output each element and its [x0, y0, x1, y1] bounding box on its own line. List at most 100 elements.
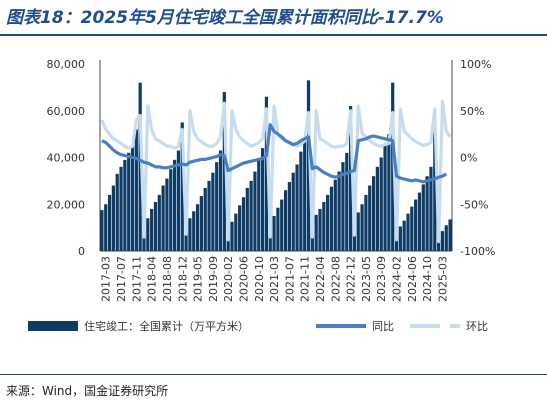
- x-tick-label: 2021-03: [268, 256, 281, 302]
- bar: [391, 82, 395, 251]
- bar: [360, 204, 364, 251]
- bar: [375, 166, 379, 251]
- bar: [283, 190, 288, 251]
- bar: [161, 185, 165, 251]
- bar: [173, 159, 177, 251]
- x-tick-label: 2020-06: [237, 256, 250, 302]
- x-tick-label: 2018-08: [161, 256, 174, 302]
- x-tick-label: 2024-06: [406, 256, 419, 302]
- y-right-tick-label: 50%: [460, 105, 484, 118]
- bar: [368, 185, 372, 251]
- bar: [100, 210, 104, 251]
- bar: [371, 176, 376, 251]
- y-left-tick-label: 0: [78, 245, 85, 258]
- bar: [123, 159, 127, 251]
- x-tick-label: 2024-02: [391, 256, 404, 302]
- bar: [169, 169, 173, 251]
- x-tick-label: 2017-03: [100, 256, 113, 302]
- bar: [238, 205, 242, 251]
- bar: [314, 214, 318, 251]
- x-tick-label: 2022-08: [329, 256, 342, 302]
- bar: [421, 184, 425, 251]
- x-tick-label: 2017-07: [115, 256, 128, 302]
- bar: [146, 218, 150, 251]
- y-left-tick-label: 80,000: [47, 58, 86, 71]
- bar: [268, 227, 272, 252]
- x-tick-label: 2022-04: [314, 256, 327, 302]
- y-left-tick-label: 40,000: [47, 152, 86, 165]
- bar: [272, 215, 276, 251]
- bar: [280, 199, 284, 251]
- chart-axes: 0 20,000 40,000 60,000 80,000 -100% -50% 0% 50% 1…: [47, 58, 496, 258]
- bar: [433, 124, 437, 251]
- bar: [111, 185, 115, 251]
- y-right-tick-label: -100%: [460, 245, 495, 258]
- bar: [230, 221, 234, 251]
- bar: [165, 178, 169, 251]
- bar: [222, 92, 226, 251]
- bar: [326, 194, 330, 251]
- bar: [299, 151, 303, 251]
- bar: [352, 225, 357, 251]
- bar: [138, 82, 142, 251]
- bar: [410, 206, 414, 251]
- x-tick-label: 2023-09: [375, 256, 388, 302]
- bar: [356, 212, 360, 251]
- bar: [180, 122, 184, 251]
- x-tick-label: 2018-12: [176, 256, 189, 302]
- bar: [414, 199, 418, 251]
- bar: [429, 166, 433, 251]
- bar: [153, 201, 158, 251]
- x-tick-label: 2021-07: [283, 256, 296, 302]
- bar: [444, 225, 448, 251]
- legend-label-yoy: 同比: [372, 320, 394, 333]
- bar: [448, 219, 452, 251]
- y-left-tick-label: 20,000: [47, 198, 86, 211]
- bar: [295, 164, 299, 251]
- bar: [303, 138, 307, 251]
- bar: [440, 231, 445, 251]
- bar: [253, 171, 257, 251]
- bar: [322, 201, 326, 251]
- y-right-tick-label: 0%: [460, 152, 477, 165]
- bar: [349, 106, 353, 251]
- bar: [379, 157, 383, 251]
- bar: [226, 232, 230, 251]
- bar: [127, 152, 131, 251]
- bar: [287, 182, 291, 251]
- title-rule: [0, 34, 547, 36]
- bar: [245, 187, 249, 251]
- bar: [417, 192, 422, 251]
- bar: [249, 180, 253, 252]
- bar: [176, 150, 181, 251]
- bar: [276, 207, 280, 251]
- bar: [188, 218, 192, 251]
- bar: [394, 235, 399, 251]
- bar: [211, 172, 215, 251]
- x-axis-ticks: 2017-03 2017-07 2017-11 2018-04 2018-08 2018-…: [100, 256, 450, 302]
- source-rule: [0, 374, 547, 375]
- bar: [199, 196, 203, 251]
- bar: [195, 204, 200, 251]
- x-tick-label: 2019-09: [207, 256, 220, 302]
- legend-label-bar: 住宅竣工：全国累计（万平方米）: [84, 319, 249, 333]
- bar: [115, 173, 119, 251]
- line-series: [100, 99, 452, 244]
- bar: [406, 213, 410, 251]
- bar: [337, 171, 341, 251]
- bar-series: [100, 80, 452, 252]
- chart-title: 图表18：2025年5月住宅竣工全国累计面积同比-17.7%: [6, 8, 444, 28]
- bar: [257, 159, 261, 251]
- bar: [333, 179, 337, 251]
- bar: [310, 226, 314, 251]
- bar: [364, 194, 368, 251]
- bar: [398, 226, 402, 251]
- y-right-tick-label: -50%: [460, 198, 488, 211]
- bar: [215, 162, 219, 251]
- bar: [207, 180, 211, 252]
- yoy-line: [101, 123, 448, 184]
- legend-label-mom: 环比: [466, 320, 488, 333]
- bar: [119, 166, 123, 251]
- source-note: 来源：Wind，国金证券研究所: [6, 384, 169, 398]
